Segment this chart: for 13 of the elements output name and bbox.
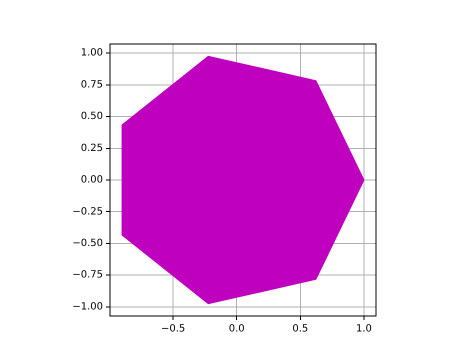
y-tick-label: −0.75 [72,270,103,281]
y-tick-label: 0.25 [80,142,103,154]
x-tick-label: −0.5 [160,324,186,335]
y-tick-label: 0.00 [80,174,103,186]
y-tick-label: 0.75 [80,79,103,90]
x-tick-label: 0.0 [228,324,245,335]
x-tick-label: 0.5 [292,324,308,335]
y-tick-label: −0.25 [72,206,103,218]
y-tick-label: 1.00 [80,48,103,59]
y-tick-label: −0.50 [72,238,103,250]
y-tick-label: −1.00 [72,301,103,312]
y-tick-label: 0.50 [80,111,103,122]
x-tick-label: 1.0 [356,324,372,335]
